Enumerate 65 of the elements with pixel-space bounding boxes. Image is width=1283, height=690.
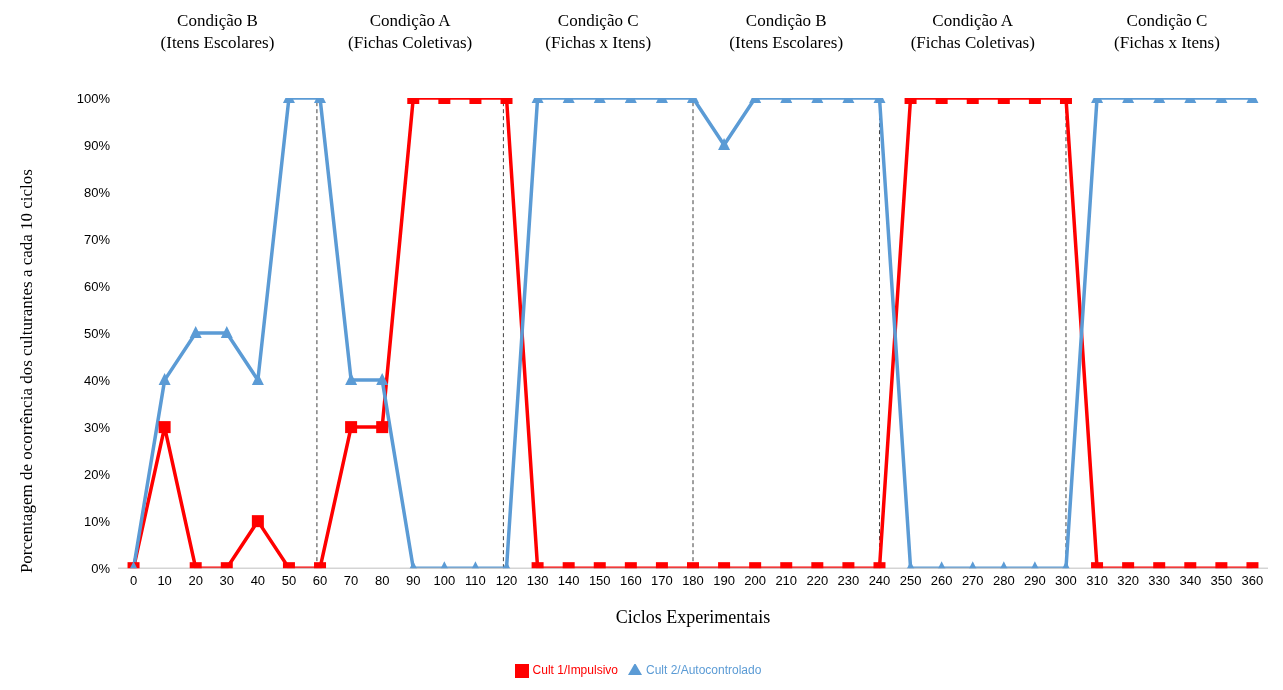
y-tick-label: 40% [83,372,111,388]
x-tick-label: 90 [406,573,421,589]
x-tick-label: 270 [961,573,984,589]
x-tick-label: 50 [281,573,297,589]
x-tick-label: 220 [806,573,829,589]
y-tick-label: 50% [83,325,111,341]
legend-label: Cult 2/Autocontrolado [645,663,762,678]
x-tick-label: 80 [374,573,390,589]
x-tick-label: 20 [188,573,203,589]
x-tick-label: 350 [1210,573,1233,589]
point [220,326,233,339]
text: Condição B (Itens Escolares) [728,10,845,54]
x-tick-label: 100 [433,573,456,589]
x-tick-label: 340 [1179,573,1202,589]
point [345,421,358,434]
x-tick-label: 150 [588,573,611,589]
point [158,373,171,386]
x-tick-label: 260 [930,573,953,589]
x-tick-label: 60 [312,573,328,589]
x-tick-label: 360 [1241,573,1264,589]
x-tick-label: 320 [1117,573,1139,589]
x-tick-label: 280 [992,573,1015,589]
x-tick-label: 70 [343,573,359,589]
x-tick-label: 300 [1055,573,1077,589]
x-tick-label: 250 [899,573,922,589]
x-tick-label: 0 [129,573,138,589]
text: Condição C (Fichas x Itens) [544,10,653,54]
x-tick-label: 30 [219,573,235,589]
x-tick-label: 180 [682,573,704,589]
point [376,421,389,434]
x-tick-label: 140 [557,573,580,589]
x-tick-label: 190 [713,573,735,589]
y-tick-label: 0% [91,560,111,576]
x-tick-label: 230 [837,573,860,589]
text: Condição B (Itens Escolares) [159,10,276,54]
point [189,326,202,339]
y-tick-label: 70% [83,231,111,247]
point [158,421,171,434]
x-tick-label: 160 [619,573,642,589]
x-tick-label: 240 [868,573,891,589]
x-tick-label: 10 [157,573,172,589]
y-axis-title: Porcentagem de ocorrência dos culturantes a cada 10 ciclos [17,169,37,574]
text: Condição C (Fichas x Itens) [1113,10,1221,54]
x-tick-label: 110 [465,573,486,589]
text: Condição A (Fichas Coletivas) [909,10,1036,54]
x-tick-label: 290 [1024,573,1046,589]
x-tick-label: 310 [1086,573,1108,589]
y-tick-label: 80% [83,184,111,200]
x-tick-label: 210 [775,573,798,589]
x-tick-label: 40 [250,573,266,589]
x-tick-label: 330 [1148,573,1171,589]
y-tick-label: 30% [83,419,111,435]
point [376,373,389,386]
y-tick-label: 100% [76,90,111,106]
text: Condição A (Fichas Coletivas) [347,10,474,54]
legend-label: Cult 1/Impulsivo [532,663,618,678]
x-tick-label: 130 [526,573,549,589]
y-tick-label: 10% [83,513,111,529]
x-tick-label: 120 [495,573,518,589]
x-axis-title: Ciclos Experimentais [615,607,771,628]
y-tick-label: 20% [83,466,111,482]
x-tick-label: 170 [651,573,673,589]
x-tick-label: 200 [744,573,767,589]
y-tick-label: 90% [83,137,111,153]
y-tick-label: 60% [83,278,111,294]
